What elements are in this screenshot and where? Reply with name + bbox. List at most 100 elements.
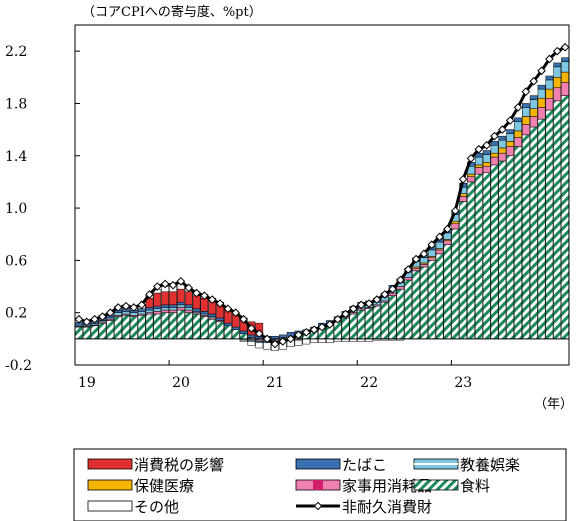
total-point-10 [153, 282, 162, 291]
bar-4-20 [231, 326, 240, 330]
bar-3-12 [169, 307, 177, 311]
bar-0-21 [239, 333, 248, 340]
bar-1-11 [161, 309, 170, 313]
bar-0-6 [122, 315, 130, 340]
total-point-50 [466, 154, 476, 163]
bar-4-54 [498, 135, 507, 141]
legend-item-5: 食料 [413, 477, 490, 495]
total-point-56 [513, 103, 523, 112]
bar-0-42 [404, 279, 413, 340]
total-point-35 [349, 304, 358, 314]
bar-0-38 [373, 305, 381, 340]
total-point-14 [184, 283, 194, 293]
total-point-21 [239, 314, 248, 324]
bar-4-22 [247, 334, 256, 338]
total-point-7 [129, 303, 139, 312]
bar-0-20 [231, 329, 240, 340]
bar-4-10 [153, 305, 162, 310]
bar-5-11 [161, 291, 170, 306]
legend-label-5: 食料 [460, 477, 490, 495]
legend-item-0: 消費税の影響 [87, 456, 224, 474]
bar-0-49 [459, 201, 468, 340]
bar-4-16 [200, 311, 209, 315]
bar-1-40 [388, 292, 397, 296]
bar-0-19 [224, 325, 232, 340]
bar-4-59 [537, 84, 546, 90]
bar-3-46 [435, 241, 444, 249]
bar-1-55 [506, 146, 515, 157]
legend-swatch-marker [313, 501, 323, 511]
bar-2-51 [474, 164, 483, 168]
bar-4-62 [561, 57, 569, 62]
bar-4-55 [506, 129, 515, 134]
bar-6-32 [325, 338, 334, 344]
bar-0-18 [216, 321, 224, 340]
bar-0-54 [498, 160, 507, 340]
total-point-51 [474, 144, 484, 154]
legend-item-3: 保健医療 [87, 477, 194, 495]
total-point-5 [113, 303, 123, 312]
total-point-34 [341, 309, 350, 319]
bar-6-21 [239, 339, 248, 342]
bar-2-61 [553, 77, 562, 89]
total-point-42 [403, 265, 413, 274]
bar-3-11 [161, 307, 170, 311]
bar-1-45 [427, 257, 436, 261]
y-tick-label-5: 1.8 [5, 96, 27, 112]
total-point-23 [254, 329, 264, 338]
bar-5-13 [177, 288, 185, 303]
bar-0-10 [153, 313, 162, 340]
total-point-49 [458, 175, 468, 184]
legend-label-1: たばこ [342, 456, 387, 474]
total-point-24 [262, 334, 272, 344]
bar-4-52 [482, 150, 491, 155]
total-point-9 [145, 290, 154, 299]
y-tick-label-1: 0.2 [5, 306, 27, 322]
total-point-60 [545, 54, 554, 64]
legend-item-1: たばこ [295, 456, 387, 474]
total-point-39 [380, 290, 390, 299]
total-point-26 [278, 337, 288, 346]
bar-3-60 [545, 79, 554, 90]
bar-0-43 [412, 270, 420, 340]
bar-1-13 [177, 307, 185, 311]
bar-1-60 [545, 97, 554, 111]
total-point-2 [90, 314, 99, 324]
y-tick-label-6: 2.2 [5, 44, 27, 60]
x-axis-unit-label: （年） [534, 397, 573, 412]
bar-0-4 [106, 320, 115, 340]
legend-item-7: 非耐久消費財 [296, 498, 432, 516]
total-point-62 [560, 42, 570, 52]
bar-2-53 [490, 152, 499, 158]
bar-3-10 [153, 308, 162, 312]
bar-6-24 [263, 342, 271, 350]
bar-1-14 [184, 309, 193, 313]
total-point-15 [192, 288, 201, 298]
bar-1-44 [420, 264, 428, 268]
bar-2-50 [467, 173, 475, 177]
bar-4-58 [529, 95, 538, 100]
total-point-43 [411, 254, 421, 264]
bar-1-12 [169, 309, 177, 313]
bar-3-55 [506, 133, 515, 142]
bar-3-13 [177, 304, 185, 308]
bar-0-53 [490, 164, 499, 340]
legend-swatch-6 [87, 500, 133, 512]
total-point-22 [247, 324, 256, 333]
bar-2-52 [482, 162, 491, 167]
total-point-40 [388, 284, 397, 294]
legend-label-3: 保健医療 [134, 477, 194, 495]
total-point-3 [98, 312, 107, 321]
bar-1-51 [474, 167, 483, 175]
total-point-53 [490, 131, 499, 141]
bar-1-46 [435, 249, 444, 255]
bar-1-54 [498, 152, 507, 162]
bar-4-21 [239, 330, 248, 334]
bar-2-55 [506, 141, 515, 147]
bar-4-57 [522, 103, 530, 108]
bar-3-51 [474, 156, 483, 166]
bar-5-10 [153, 292, 162, 307]
bar-4-12 [169, 304, 177, 308]
bar-4-60 [545, 75, 554, 81]
